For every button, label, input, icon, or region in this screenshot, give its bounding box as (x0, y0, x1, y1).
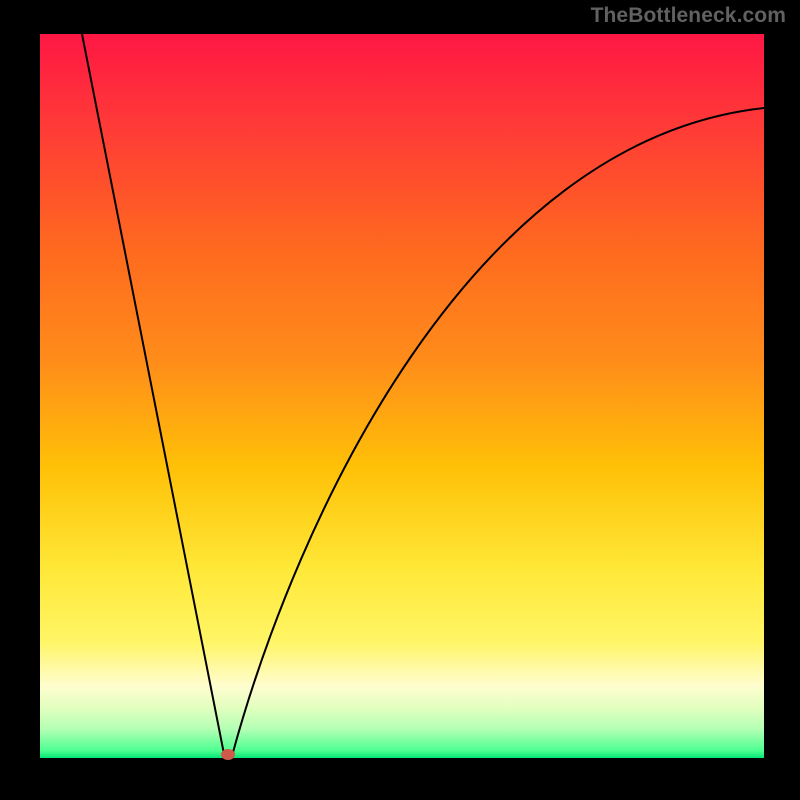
chart-frame: TheBottleneck.com (0, 0, 800, 800)
watermark-text: TheBottleneck.com (591, 4, 786, 28)
plot-gradient-area (40, 34, 764, 758)
minimum-marker (221, 749, 235, 760)
